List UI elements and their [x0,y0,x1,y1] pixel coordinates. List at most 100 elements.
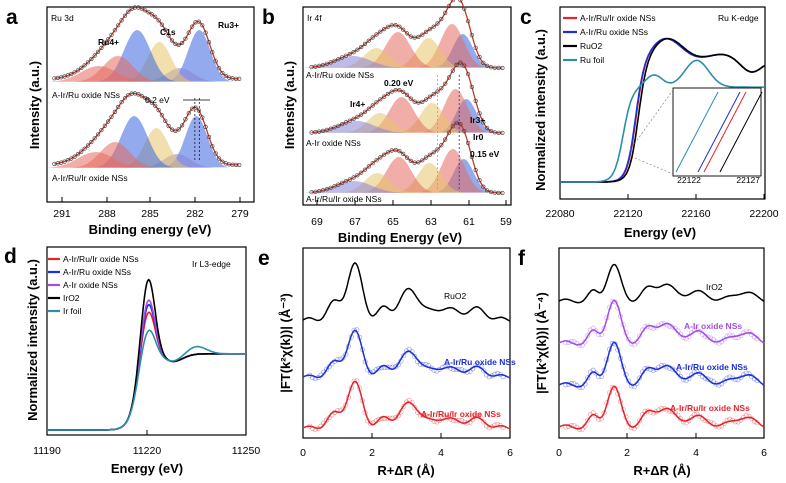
panel-e-series-1-point-19 [359,347,365,353]
panel-d-legend-3: IrO2 [63,293,80,303]
panel-a-series-1-point-42 [193,105,198,110]
panel-a-series-0-point-7 [75,68,80,73]
panel-d-plot [46,278,247,435]
panel-e-series-1-point-3 [315,375,321,381]
panel-a-series-0-point-34 [166,33,171,38]
panel-f-series-3-point-50 [699,416,705,422]
panel-b-series-0-point-29 [420,32,425,37]
panel-b-series-0-point-31 [427,27,433,32]
panel-f-series-1-point-19 [615,305,621,311]
panel-f-series-2-point-49 [697,371,703,377]
panel-c-xlabel: Energy (eV) [624,225,696,240]
panel-c-plot [559,37,766,199]
panel-a-series-0-point-6 [72,70,77,75]
panel-e-series-1-point-18 [357,334,363,340]
panel-c-inset-frame [672,87,762,177]
panel-b-xlabel: Binding Energy (eV) [338,230,462,245]
panel-a-series-0-point-27 [143,8,148,13]
panel-f-series-2-point-17 [609,340,615,346]
panel-e-series-1-point-48 [439,364,445,370]
panel-d-legend-0: A-Ir/Ru/Ir oxide NSs [63,254,139,264]
panel-b-series-2-point-42 [469,154,475,160]
panel-f-series-1-point-69 [751,334,757,340]
panel-b-series-0-point-46 [485,63,490,68]
panel-b-series-1-point-27 [412,99,417,104]
panel-f-series-1-point-28 [639,327,645,333]
panel-b-series-1-point-2 [317,129,322,134]
panel-e-series-1-point-22 [368,370,374,376]
panel-f-series-1-point-21 [620,322,626,328]
panel-a-letter: a [6,6,18,29]
panel-b-series-0-point-34 [439,16,444,22]
panel-f-series-1-point-47 [691,327,697,333]
panel-c-ylabel: Normalized intensity (a.u.) [533,29,548,191]
panel-a: a Ru 3d Intensity (a.u.) Binding energy … [6,5,255,237]
panel-b-tick-0: 69 [311,216,323,228]
panel-e-series-2-point-55 [459,418,465,424]
panel-f-series-1-point-12 [596,332,602,338]
panel-e-series-2-point-48 [439,415,445,421]
panel-a-series-0-point-5 [69,71,74,77]
panel-b-series-1-point-50 [500,130,505,135]
panel-e-series-1-point-41 [420,362,426,368]
panel-a-series-1-point-38 [180,123,185,128]
panel-a-series-0-point-51 [223,73,228,79]
panel-b-series-2-point-28 [416,160,421,165]
panel-e-series-1-point-27 [381,364,387,370]
panel-b-series-0-point-2 [317,63,322,68]
panel-a-series-0-point-21 [122,13,128,18]
panel-e-series-1-point-58 [467,368,473,374]
panel-f-series-3-point-0 [563,424,569,430]
panel-b-series-2-point-32 [431,150,436,155]
panel-a-series-1-point-4 [65,158,70,163]
panel-f-series-1-label: A-Ir oxide NSs [684,321,742,331]
panel-c-tick-2: 22160 [681,208,710,220]
panel-f-series-2-point-35 [658,363,664,369]
panel-a-series-1-point-18 [112,109,117,114]
panel-e-series-2-point-45 [431,418,437,424]
panel-e-series-2-point-7 [326,415,332,421]
panel-c-inset-tick-0: 22122 [677,175,701,185]
panel-e-series-2-point-22 [368,421,374,427]
panel-b-series-2-point-34 [439,143,444,148]
panel-a-series-0-point-31 [156,18,161,23]
panel-f-series-1-point-17 [609,298,615,304]
panel-f-series-1-point-8 [585,333,591,339]
panel-b-series-0-label: A-Ir/Ru oxide NSs [306,70,374,80]
panel-f-series-2-point-30 [645,365,651,371]
panel-a-series-0-label: A-Ir/Ru oxide NSs [52,90,120,100]
panel-f-series-2-point-14 [601,367,607,373]
panel-e-series-1-point-39 [414,358,420,364]
panel-e-series-2-point-50 [445,415,451,421]
panel-f-series-3-point-59 [724,417,730,423]
panel-b-series-1-point-12 [355,114,360,119]
panel-e-series-1-point-60 [472,363,478,369]
panel-b-series-1-point-4 [324,127,330,132]
panel-f-series-1-point-60 [727,332,733,338]
panel-e-series-1-point-50 [445,364,451,370]
panel-e-series-1-point-34 [401,353,407,359]
panel-a-series-1-point-5 [69,156,74,161]
panel-f-series-0-label: IrO2 [706,282,723,292]
panel-a-series-1-point-30 [153,103,158,108]
panel-b-series-1-point-8 [340,121,345,127]
panel-e: e |FT(k²χ(k))| (Å⁻³) R+ΔR (Å) 0 2 4 6 Ru… [258,247,516,478]
panel-b-series-2-point-50 [500,190,505,196]
panel-b-series-2-point-18 [378,155,383,160]
panel-f-xlabel: R+ΔR (Å) [633,463,690,478]
panel-c-series-3-line [560,59,765,183]
panel-f-series-3-point-7 [582,423,588,429]
panel-f-series-3-point-38 [667,408,673,414]
panel-f-series-2-point-39 [669,366,675,372]
panel-b-series-0-point-13 [359,44,364,50]
panel-b-series-1-point-34 [439,86,444,91]
panel-b-series-0-point-37 [450,0,455,3]
panel-f-series-3-point-24 [628,425,634,431]
panel-f-series-1-point-52 [705,334,711,340]
panel-f-series-1-point-23 [626,336,632,342]
panel-f-series-1-point-42 [678,331,684,337]
panel-f-tick-2: 4 [693,447,699,459]
panel-f-series-1-point-2 [568,339,574,345]
panel-c-tick-0: 22080 [545,208,574,220]
panel-a-series-0-point-9 [82,63,87,68]
